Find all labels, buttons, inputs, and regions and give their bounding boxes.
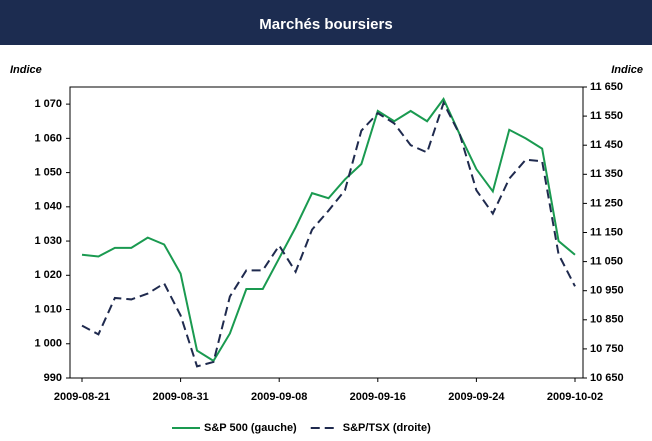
y2-tick-label: 11 650 [590,81,623,93]
y-tick-label: 1 030 [34,235,62,247]
y2-tick-label: 11 350 [590,168,623,180]
series-line [81,100,576,368]
chart-title: Marchés boursiers [259,16,392,33]
legend-label: S&P/TSX (droite) [343,422,431,434]
plot-frame [69,86,584,379]
y2-tick-label: 10 850 [590,314,624,326]
y2-tick-label: 11 550 [590,110,623,122]
x-tick-label: 2009-08-31 [152,391,208,403]
y-tick-label: 1 010 [34,303,62,315]
x-tick-label: 2009-10-02 [547,391,603,403]
legend-label: S&P 500 (gauche) [204,422,297,434]
y-tick-label: 1 020 [34,269,62,281]
x-tick-label: 2009-09-16 [350,391,406,403]
y-tick-label: 990 [44,372,62,384]
y2-tick-label: 11 050 [590,256,623,268]
y-tick-label: 1 050 [34,166,62,178]
y-axis-label: Indice [10,64,42,76]
series-line [81,97,576,363]
y-tick-label: 1 060 [34,132,62,144]
x-tick-label: 2009-09-08 [251,391,307,403]
x-tick-label: 2009-09-24 [448,391,505,403]
y-tick-label: 1 040 [34,201,62,213]
y2-tick-label: 10 750 [590,343,624,355]
y-tick-label: 1 000 [34,338,62,350]
y-tick-label: 1 070 [34,98,62,110]
title-bar [0,0,652,45]
y2-tick-label: 10 650 [590,372,624,384]
y2-tick-label: 11 150 [590,226,623,238]
y2-tick-label: 11 250 [590,197,623,209]
y2-axis-label: Indice [611,64,643,76]
y2-tick-label: 11 450 [590,139,623,151]
y2-tick-label: 10 950 [590,285,624,297]
x-tick-label: 2009-08-21 [54,391,110,403]
